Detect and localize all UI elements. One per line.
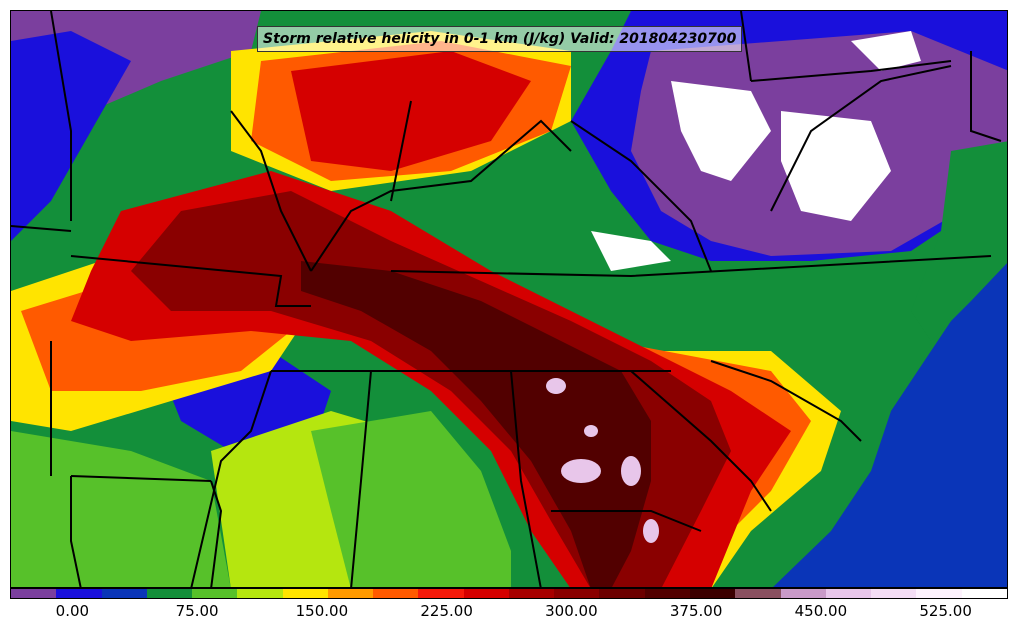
colorbar-segment [282, 589, 328, 598]
field-pink-5 [584, 425, 598, 437]
colorbar-tick-label: 150.00 [295, 602, 349, 620]
state-border-21 [770, 65, 952, 212]
colorbar-segment [780, 589, 826, 598]
colorbar-segment [871, 589, 917, 598]
colorbar-segment [599, 589, 645, 598]
map-panel: Storm relative helicity in 0-1 km (J/kg)… [10, 10, 1008, 588]
helicity-field-map [11, 11, 1007, 587]
colorbar-segment [418, 589, 464, 598]
field-east-coast-blue [773, 151, 1007, 587]
colorbar-segment [463, 589, 509, 598]
state-borders [11, 11, 1002, 587]
field-white-northeast [851, 31, 921, 71]
field-maroon-core [301, 261, 651, 587]
colorbar-segment [56, 589, 102, 598]
field-red-north [291, 51, 531, 171]
colorbar-segment [11, 589, 57, 598]
colorbar-labels: 0.00 75.00 150.00 225.00 300.00 375.00 450.00 5… [10, 602, 1008, 626]
state-border-9 [570, 120, 712, 272]
state-border-13 [710, 360, 862, 442]
field-southwest-green [11, 431, 231, 587]
colorbar-tick-label: 0.00 [55, 602, 90, 620]
colorbar [10, 588, 1008, 599]
state-border-15 [70, 475, 212, 482]
field-pink-4 [546, 378, 566, 394]
colorbar-segment [916, 589, 962, 598]
field-pink-1 [561, 459, 601, 483]
colorbar-segment [961, 589, 1007, 598]
field-east-coast-green [911, 141, 1007, 341]
colorbar-segment [644, 589, 690, 598]
state-border-6 [310, 119, 572, 272]
colorbar-segment [554, 589, 600, 598]
state-border-5 [230, 110, 312, 272]
state-border-12 [630, 370, 772, 512]
state-border-1 [50, 11, 72, 221]
state-border-11 [510, 370, 542, 587]
state-border-2 [11, 225, 72, 232]
state-border-14 [551, 510, 702, 532]
colorbar-tick-label: 300.00 [545, 602, 598, 620]
colorbar-segment [373, 589, 419, 598]
colorbar-segment [192, 589, 238, 598]
colorbar-segment [327, 589, 374, 598]
state-border-10 [350, 370, 372, 587]
map-title: Storm relative helicity in 0-1 km (J/kg)… [257, 26, 743, 52]
state-border-17 [190, 370, 272, 587]
field-pink-3 [643, 519, 659, 543]
colorbar-segment [689, 589, 736, 598]
field-pink-2 [621, 456, 641, 486]
colorbar-segment [508, 589, 555, 598]
field-white-north-2 [781, 111, 891, 221]
state-border-3 [70, 255, 311, 307]
colorbar-segment [825, 589, 872, 598]
state-border-19 [750, 60, 952, 82]
colorbar-segment [735, 589, 781, 598]
field-white-north-3 [591, 231, 671, 271]
state-border-23 [70, 476, 82, 587]
state-border-8 [390, 100, 412, 202]
colorbar-tick-label: 450.00 [794, 602, 848, 620]
state-border-18 [970, 51, 1002, 142]
colorbar-segment [101, 589, 147, 598]
colorbar-tick-label: 375.00 [669, 602, 723, 620]
state-border-20 [740, 11, 752, 82]
field-central-green [311, 411, 511, 587]
colorbar-tick-label: 525.00 [919, 602, 972, 620]
field-white-north-1 [671, 81, 771, 181]
colorbar-tick-label: 225.00 [420, 602, 473, 620]
colorbar-segment [237, 589, 283, 598]
colorbar-segment [146, 589, 193, 598]
colorbar-tick-label: 75.00 [175, 602, 219, 620]
state-border-7 [390, 255, 992, 278]
